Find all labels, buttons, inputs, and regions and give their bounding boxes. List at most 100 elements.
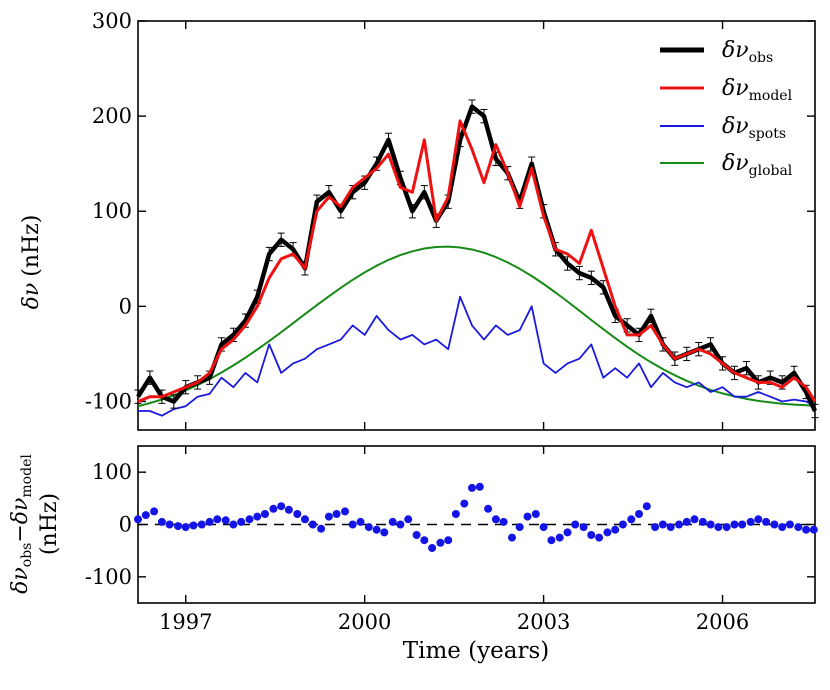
residual-point-0 xyxy=(134,515,142,524)
bottom-y-tick-label-2: 100 xyxy=(92,460,132,484)
residual-point-72 xyxy=(706,520,715,529)
residual-point-39 xyxy=(444,536,453,545)
residual-point-7 xyxy=(189,521,198,530)
residual-point-80 xyxy=(770,520,779,529)
residual-point-12 xyxy=(229,520,238,529)
residual-point-56 xyxy=(579,523,588,532)
residual-point-5 xyxy=(174,522,182,531)
top-y-tick-label-1: 0 xyxy=(119,294,132,318)
residual-point-27 xyxy=(348,520,357,529)
bottom-y-axis-label-line2: (nHz) xyxy=(37,493,62,555)
bottom-x-tick-labels: 1997 2000 2003 2006 xyxy=(159,610,749,634)
residual-point-79 xyxy=(762,517,771,526)
residual-point-19 xyxy=(284,505,293,514)
series-line-spots xyxy=(138,295,816,417)
residual-point-3 xyxy=(157,517,166,526)
legend-label-spots: δνspots xyxy=(722,114,786,142)
residual-point-33 xyxy=(396,520,405,529)
residual-point-75 xyxy=(730,520,739,529)
x-axis-label: Time (years) xyxy=(403,638,550,664)
residual-point-9 xyxy=(205,517,214,526)
residual-point-6 xyxy=(181,523,190,532)
residual-point-74 xyxy=(722,523,731,532)
top-y-tick-label-2: 100 xyxy=(92,199,132,223)
residual-point-62 xyxy=(627,515,636,524)
top-y-tick-label-0: -100 xyxy=(85,389,132,413)
x-tick-label-1: 2000 xyxy=(338,610,391,634)
residual-point-61 xyxy=(618,520,627,529)
residual-point-23 xyxy=(317,524,326,533)
residual-point-83 xyxy=(794,523,803,532)
residual-point-53 xyxy=(555,533,564,542)
x-tick-label-0: 1997 xyxy=(159,610,212,634)
bottom-y-axis-label-line1: δνobs−δνmodel xyxy=(8,454,35,594)
residual-point-73 xyxy=(714,523,723,532)
top-y-axis-label: δν(nHz) xyxy=(19,215,44,310)
series-line-model xyxy=(137,119,817,403)
residual-point-82 xyxy=(785,520,794,529)
residual-point-45 xyxy=(491,515,500,524)
residual-point-65 xyxy=(651,523,660,532)
residual-point-69 xyxy=(682,517,691,526)
residual-point-50 xyxy=(531,510,540,518)
legend-label-model: δνmodel xyxy=(722,76,793,104)
legend-label-obs: δνobs xyxy=(722,38,773,66)
bottom-y-tick-label-1: 0 xyxy=(119,513,132,537)
bottom-y-tick-labels: -100 0 100 xyxy=(85,460,132,589)
residual-point-81 xyxy=(778,523,787,532)
residual-point-77 xyxy=(746,517,755,526)
residual-point-71 xyxy=(698,517,707,526)
residual-point-8 xyxy=(197,520,206,529)
residual-point-28 xyxy=(356,517,365,526)
residual-point-41 xyxy=(460,499,469,508)
residual-point-24 xyxy=(324,512,333,521)
top-y-tick-label-3: 200 xyxy=(92,104,132,128)
residual-point-16 xyxy=(261,510,269,518)
residual-point-25 xyxy=(332,510,341,518)
residual-point-35 xyxy=(412,531,421,539)
residual-point-64 xyxy=(642,502,651,511)
residual-point-78 xyxy=(754,515,763,524)
residual-point-10 xyxy=(213,515,222,524)
bottom-axis-ticks xyxy=(138,446,815,603)
top-y-tick-label-4: 300 xyxy=(92,9,132,33)
residual-point-55 xyxy=(571,520,580,529)
residual-point-11 xyxy=(221,516,230,525)
residual-point-42 xyxy=(468,483,476,492)
residual-point-22 xyxy=(308,520,317,529)
residual-point-17 xyxy=(269,504,278,513)
residual-point-31 xyxy=(380,528,389,537)
residual-point-60 xyxy=(611,525,620,534)
residual-point-21 xyxy=(301,515,309,524)
residual-point-26 xyxy=(341,507,349,516)
residual-point-85 xyxy=(809,525,818,534)
residual-point-1 xyxy=(141,511,150,520)
residual-point-57 xyxy=(587,531,596,539)
residual-point-37 xyxy=(428,544,437,552)
residual-point-2 xyxy=(150,507,159,516)
residual-points xyxy=(134,482,818,552)
residual-point-20 xyxy=(293,510,302,518)
residual-point-32 xyxy=(388,517,397,526)
residual-point-43 xyxy=(475,482,484,491)
residual-point-40 xyxy=(451,510,460,518)
residual-point-84 xyxy=(802,525,811,534)
residual-point-30 xyxy=(372,525,381,534)
top-series-group xyxy=(134,99,819,419)
residual-point-34 xyxy=(404,515,413,524)
residual-point-76 xyxy=(738,520,747,529)
residual-point-49 xyxy=(523,512,532,521)
residual-point-29 xyxy=(364,523,373,532)
top-axis-ticks xyxy=(138,20,815,430)
residual-point-13 xyxy=(237,517,246,526)
residual-point-36 xyxy=(420,536,429,545)
residual-point-66 xyxy=(658,520,667,529)
x-tick-label-2: 2003 xyxy=(517,610,570,634)
residual-point-68 xyxy=(675,520,683,529)
series-line-obs xyxy=(136,104,818,412)
x-tick-label-3: 2006 xyxy=(696,610,749,634)
residual-point-54 xyxy=(563,528,572,537)
residual-point-70 xyxy=(690,515,699,524)
